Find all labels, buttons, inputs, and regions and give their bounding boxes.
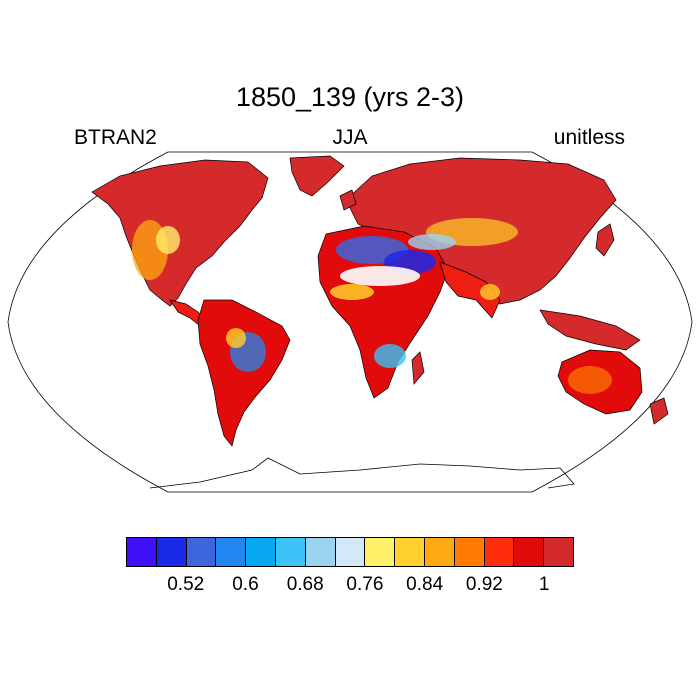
legend-swatch xyxy=(305,538,336,566)
map-title: 1850_139 (yrs 2-3) xyxy=(235,82,465,112)
legend-tick-label: 0.84 xyxy=(406,574,444,595)
north-america xyxy=(91,159,269,307)
legend-swatch xyxy=(424,538,455,566)
season-label: JJA xyxy=(332,126,368,149)
legend-swatch xyxy=(186,538,217,566)
legend-swatch xyxy=(335,538,366,566)
british-isles xyxy=(339,189,357,211)
color-legend xyxy=(126,537,574,567)
legend-tick-label: 1 xyxy=(538,574,550,595)
south-america xyxy=(197,299,291,447)
legend-tick-label: 0.68 xyxy=(286,574,324,595)
legend-tick-label: 0.76 xyxy=(346,574,384,595)
arabia-india xyxy=(439,261,501,319)
legend-swatch xyxy=(216,538,247,566)
variable-label: BTRAN2 xyxy=(74,126,157,149)
legend-tick-label: 0.92 xyxy=(465,574,503,595)
dry-patches xyxy=(132,218,612,394)
legend-tick-label: 0.6 xyxy=(232,574,259,595)
legend-swatch xyxy=(246,538,276,566)
legend-swatch xyxy=(454,538,485,566)
legend-swatch xyxy=(484,538,515,566)
greenland xyxy=(289,155,345,197)
new-zealand xyxy=(649,397,669,425)
legend-swatch xyxy=(127,538,157,566)
japan xyxy=(595,223,615,257)
antarctica xyxy=(149,457,575,489)
legend-swatch xyxy=(544,538,573,566)
units-label: unitless xyxy=(553,126,625,149)
legend-swatch xyxy=(156,538,187,566)
legend-ticks: 0.52 0.6 0.68 0.76 0.84 0.92 1 xyxy=(0,574,700,598)
legend-swatch xyxy=(514,538,545,566)
legend-swatch xyxy=(395,538,425,566)
legend-swatch xyxy=(275,538,306,566)
legend-swatch xyxy=(365,538,396,566)
madagascar xyxy=(411,351,425,385)
indonesia xyxy=(539,309,641,351)
legend-tick-label: 0.52 xyxy=(167,574,205,595)
